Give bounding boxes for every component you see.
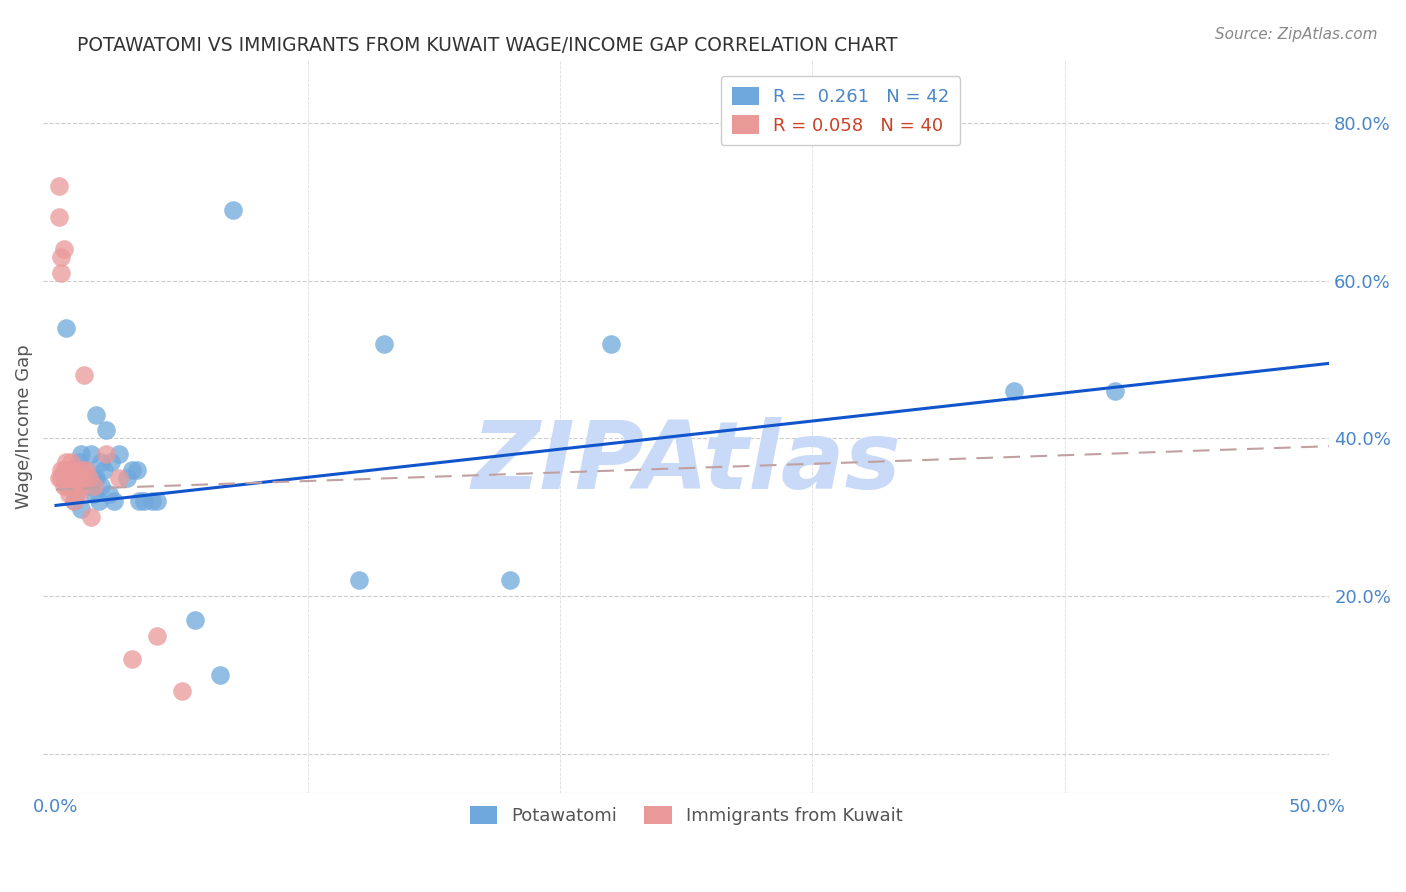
Point (83, 478, 105, 492)
Point (373, 336, 395, 351)
Point (90, 455, 112, 469)
Point (75, 463, 97, 477)
Point (60, 463, 83, 477)
Point (347, 574, 370, 588)
Point (134, 494, 156, 508)
Point (65, 486, 87, 500)
Point (70, 463, 93, 477)
Point (49, 250, 72, 264)
Point (55, 321, 77, 335)
Point (60, 463, 83, 477)
Point (62, 494, 84, 508)
Point (208, 668, 231, 682)
Point (58, 463, 80, 477)
Point (55, 478, 77, 492)
Point (70, 447, 93, 461)
Point (83, 471, 105, 485)
Point (49, 266, 72, 280)
Text: ZIPAtlas: ZIPAtlas (471, 417, 901, 509)
Point (80, 510, 103, 524)
Point (62, 494, 84, 508)
Point (65, 463, 87, 477)
Point (52, 463, 75, 477)
Point (58, 486, 80, 500)
Point (65, 471, 87, 485)
Point (90, 478, 112, 492)
Point (48, 178, 70, 193)
Point (49, 463, 72, 477)
Point (1002, 384, 1025, 398)
Point (93, 463, 115, 477)
Point (55, 455, 77, 469)
Point (128, 494, 150, 508)
Point (115, 471, 138, 485)
Point (73, 471, 96, 485)
Point (48, 471, 70, 485)
Point (146, 494, 169, 508)
Point (103, 494, 125, 508)
Point (73, 368, 96, 383)
Point (52, 471, 75, 485)
Point (1104, 384, 1126, 398)
Point (125, 463, 148, 477)
Point (65, 471, 87, 485)
Point (67, 486, 90, 500)
Y-axis label: Wage/Income Gap: Wage/Income Gap (15, 344, 32, 508)
Point (121, 463, 143, 477)
Point (49, 471, 72, 485)
Legend: Potawatomi, Immigrants from Kuwait: Potawatomi, Immigrants from Kuwait (460, 795, 914, 836)
Point (108, 447, 131, 461)
Point (146, 629, 169, 643)
Point (121, 652, 143, 666)
Point (96, 424, 118, 438)
Point (52, 242, 75, 256)
Point (60, 455, 83, 469)
Point (86, 471, 108, 485)
Point (100, 455, 122, 469)
Point (221, 202, 243, 217)
Point (96, 447, 118, 461)
Point (62, 478, 84, 492)
Point (86, 408, 108, 422)
Point (67, 455, 90, 469)
Point (70, 502, 93, 516)
Point (60, 478, 83, 492)
Point (77, 471, 100, 485)
Point (70, 471, 93, 485)
Point (67, 478, 90, 492)
Point (62, 471, 84, 485)
Point (80, 447, 103, 461)
Point (77, 478, 100, 492)
Point (75, 463, 97, 477)
Point (183, 613, 205, 627)
Point (83, 486, 105, 500)
Point (58, 471, 80, 485)
Point (98, 486, 121, 500)
Point (52, 471, 75, 485)
Text: POTAWATOMI VS IMMIGRANTS FROM KUWAIT WAGE/INCOME GAP CORRELATION CHART: POTAWATOMI VS IMMIGRANTS FROM KUWAIT WAG… (77, 36, 898, 54)
Point (599, 336, 621, 351)
Point (52, 478, 75, 492)
Point (55, 463, 77, 477)
Point (172, 683, 194, 698)
Point (499, 574, 522, 588)
Point (108, 471, 131, 485)
Point (87, 494, 110, 508)
Point (141, 494, 163, 508)
Point (48, 211, 70, 225)
Text: Source: ZipAtlas.com: Source: ZipAtlas.com (1215, 27, 1378, 42)
Point (55, 471, 77, 485)
